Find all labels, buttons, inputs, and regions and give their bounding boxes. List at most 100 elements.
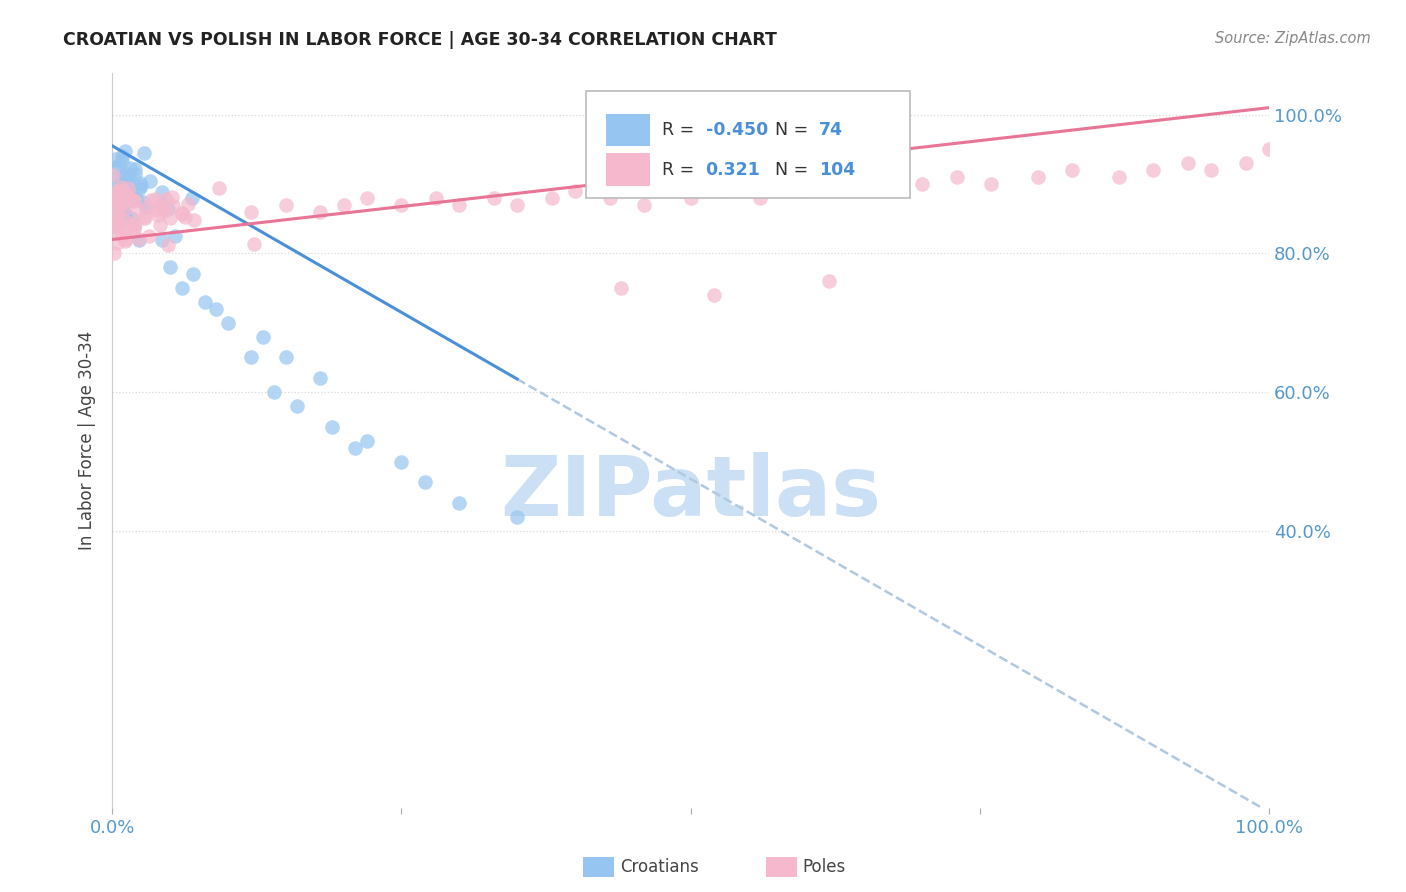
Point — [122, 193, 145, 207]
Point — [149, 219, 172, 233]
Point — [240, 351, 263, 365]
Point — [114, 214, 136, 228]
Y-axis label: In Labor Force | Age 30-34: In Labor Force | Age 30-34 — [79, 331, 96, 550]
Point — [111, 172, 134, 186]
Point — [139, 174, 162, 188]
Point — [449, 496, 471, 510]
Point — [104, 210, 127, 224]
Point — [703, 288, 725, 302]
Point — [830, 177, 852, 191]
Point — [112, 209, 135, 223]
Point — [1258, 142, 1281, 156]
Point — [413, 475, 436, 490]
Point — [134, 211, 156, 226]
Point — [506, 510, 529, 524]
Point — [112, 169, 135, 184]
Point — [980, 177, 1002, 191]
Point — [112, 184, 135, 198]
Point — [148, 208, 170, 222]
Point — [107, 195, 129, 210]
Point — [124, 167, 146, 181]
Text: -0.450: -0.450 — [706, 120, 768, 139]
Point — [274, 351, 297, 365]
Point — [181, 267, 204, 281]
Point — [103, 179, 125, 194]
Point — [139, 193, 162, 207]
Point — [391, 198, 413, 212]
Point — [1062, 163, 1084, 178]
Point — [103, 168, 125, 182]
Point — [1026, 169, 1049, 184]
Point — [125, 192, 148, 206]
Point — [105, 195, 128, 210]
Bar — [606, 153, 650, 186]
Point — [111, 199, 134, 213]
Point — [128, 232, 150, 246]
Point — [208, 181, 231, 195]
Point — [112, 209, 135, 223]
Point — [112, 183, 135, 197]
Point — [111, 149, 134, 163]
Point — [150, 232, 173, 246]
Bar — [606, 113, 650, 146]
Point — [115, 167, 138, 181]
Point — [1234, 156, 1257, 170]
Point — [108, 194, 131, 209]
Point — [274, 198, 297, 212]
Point — [105, 235, 128, 250]
Point — [103, 210, 125, 224]
Point — [309, 204, 332, 219]
Point — [150, 198, 173, 212]
Point — [155, 192, 177, 206]
Point — [172, 207, 194, 221]
Point — [107, 206, 129, 220]
Point — [110, 212, 132, 227]
Point — [112, 180, 135, 194]
Point — [103, 219, 125, 233]
Point — [114, 208, 136, 222]
Point — [111, 196, 134, 211]
Point — [356, 191, 378, 205]
Point — [152, 201, 174, 215]
Point — [103, 246, 125, 260]
Point — [124, 217, 146, 231]
Point — [506, 198, 529, 212]
Point — [482, 191, 505, 205]
Point — [108, 207, 131, 221]
Point — [117, 188, 139, 202]
Point — [252, 329, 274, 343]
Point — [749, 191, 772, 205]
Point — [122, 219, 145, 234]
Point — [135, 200, 157, 214]
Point — [107, 169, 129, 184]
Point — [103, 203, 125, 218]
Point — [149, 198, 172, 212]
Point — [170, 206, 193, 220]
Point — [425, 191, 447, 205]
Point — [103, 198, 125, 212]
Point — [118, 191, 141, 205]
Point — [127, 203, 149, 218]
Point — [391, 454, 413, 468]
Point — [876, 184, 898, 198]
Point — [124, 162, 146, 177]
Point — [115, 186, 138, 200]
Point — [263, 385, 285, 400]
Point — [157, 238, 180, 252]
Point — [112, 220, 135, 235]
Point — [128, 232, 150, 246]
Point — [309, 371, 332, 385]
Point — [110, 197, 132, 211]
Point — [108, 179, 131, 194]
Text: 74: 74 — [818, 120, 844, 139]
Point — [122, 191, 145, 205]
Point — [117, 181, 139, 195]
Point — [159, 260, 181, 275]
Text: 104: 104 — [818, 161, 855, 178]
Point — [180, 191, 202, 205]
Point — [103, 215, 125, 229]
Point — [128, 182, 150, 196]
Point — [818, 274, 841, 288]
Point — [599, 191, 621, 205]
Text: N =: N = — [775, 161, 814, 178]
